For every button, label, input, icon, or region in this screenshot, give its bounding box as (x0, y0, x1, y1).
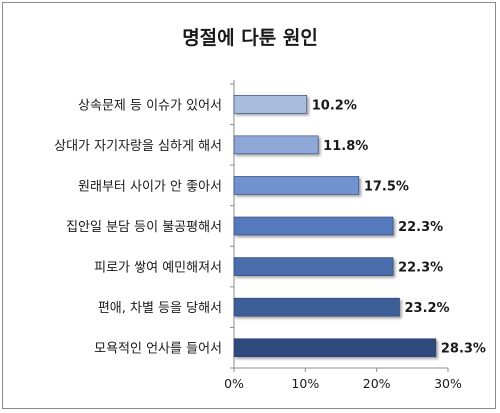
category-label: 원래부터 사이가 안 좋아서 (78, 179, 222, 194)
value-label: 23.2% (404, 301, 449, 316)
value-label: 28.3% (441, 342, 486, 357)
value-label: 22.3% (398, 261, 443, 276)
bar (233, 216, 394, 236)
chart-title: 명절에 다툰 원인 (182, 27, 318, 49)
x-tick-label: 20% (363, 376, 391, 391)
category-label: 편애, 차별 등을 당해서 (98, 301, 222, 316)
value-label: 10.2% (312, 98, 357, 113)
category-label: 상대가 자기자랑을 심하게 해서 (54, 139, 222, 154)
category-label: 피로가 쌓여 예민해져서 (94, 261, 222, 276)
category-label: 집안일 분담 등이 불공평해서 (66, 220, 222, 235)
x-tick-label: 10% (291, 376, 319, 391)
bar (233, 257, 394, 276)
value-label: 11.8% (323, 139, 368, 154)
bar (233, 135, 319, 155)
x-tick-label: 30% (434, 376, 462, 391)
category-label: 상속문제 등 이슈가 있어서 (78, 98, 222, 113)
value-label: 17.5% (364, 179, 409, 194)
bar (233, 338, 437, 358)
x-tick-label: 0% (224, 376, 244, 391)
bar (233, 176, 360, 195)
bar (233, 94, 308, 114)
bar (233, 297, 400, 317)
value-label: 22.3% (398, 220, 443, 235)
category-label: 모욕적인 언사를 들어서 (94, 342, 222, 357)
